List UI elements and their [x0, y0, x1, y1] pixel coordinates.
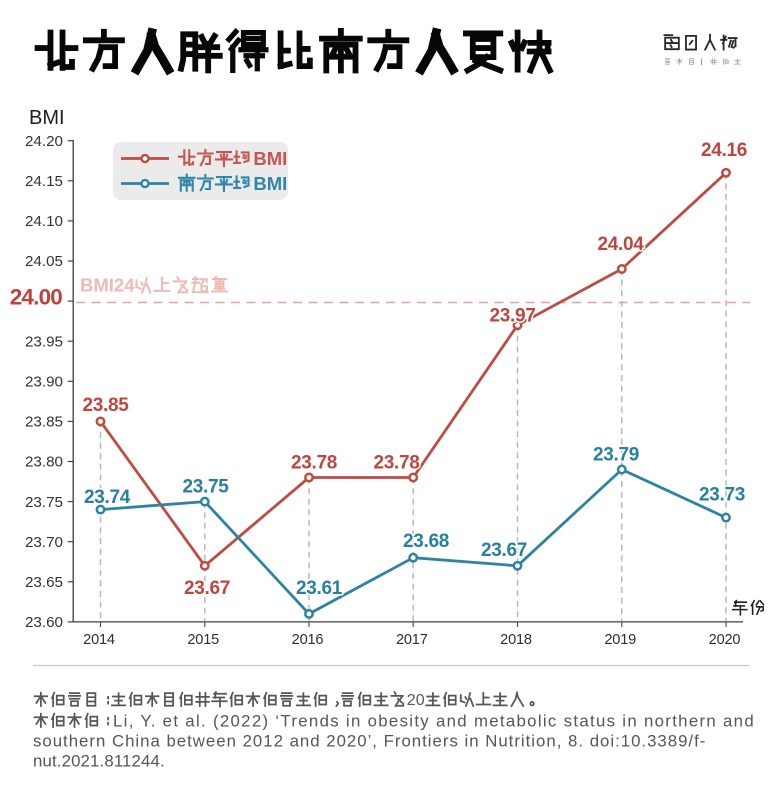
svg-text:23.90: 23.90	[25, 374, 63, 391]
svg-text:23.68: 23.68	[403, 531, 449, 552]
svg-text:24.16: 24.16	[701, 140, 747, 161]
svg-text:23.70: 23.70	[25, 534, 63, 551]
svg-text:nut.2021.811244.: nut.2021.811244.	[33, 752, 165, 771]
svg-text:24.15: 24.15	[25, 173, 63, 190]
svg-text:23.74: 23.74	[84, 487, 131, 508]
svg-text:24.10: 24.10	[25, 213, 63, 230]
svg-text:23.78: 23.78	[373, 453, 419, 474]
svg-text:23.61: 23.61	[296, 578, 343, 599]
svg-text:23.75: 23.75	[182, 477, 229, 498]
svg-text:24.20: 24.20	[25, 133, 63, 150]
svg-text:23.65: 23.65	[25, 574, 63, 591]
svg-text:Li, Y. et al. (2022) ‘Trends i: Li, Y. et al. (2022) ‘Trends in obesity …	[113, 712, 755, 731]
svg-text:23.95: 23.95	[25, 333, 63, 350]
svg-text:23.73: 23.73	[699, 485, 745, 506]
svg-text:24.04: 24.04	[597, 234, 644, 255]
svg-text:BMI: BMI	[253, 173, 287, 194]
svg-text:BMI24: BMI24	[80, 275, 135, 296]
svg-text:2015: 2015	[187, 632, 219, 648]
svg-text:southern China between 2012 an: southern China between 2012 and 2020’, F…	[33, 732, 706, 751]
svg-text:23.85: 23.85	[25, 414, 63, 431]
svg-text:2014: 2014	[83, 632, 115, 648]
svg-text:BMI: BMI	[253, 148, 287, 169]
svg-text:2017: 2017	[396, 632, 428, 648]
svg-text:24.00: 24.00	[10, 285, 63, 310]
svg-text:24.05: 24.05	[25, 253, 63, 270]
svg-text:23.67: 23.67	[481, 540, 527, 561]
svg-text:23.85: 23.85	[82, 395, 129, 416]
svg-text:23.78: 23.78	[291, 453, 337, 474]
svg-text:2018: 2018	[500, 632, 532, 648]
svg-text:23.75: 23.75	[25, 494, 63, 511]
svg-text:23.60: 23.60	[25, 614, 63, 631]
svg-text:23.97: 23.97	[489, 306, 535, 327]
svg-text:23.80: 23.80	[25, 454, 63, 471]
svg-text:23.79: 23.79	[593, 445, 639, 466]
svg-text:BMI: BMI	[29, 107, 65, 129]
svg-text:2020: 2020	[709, 632, 741, 648]
svg-text:23.67: 23.67	[184, 578, 230, 599]
svg-text:20: 20	[407, 692, 425, 709]
svg-text:2016: 2016	[292, 632, 324, 648]
svg-text:2019: 2019	[604, 632, 636, 648]
